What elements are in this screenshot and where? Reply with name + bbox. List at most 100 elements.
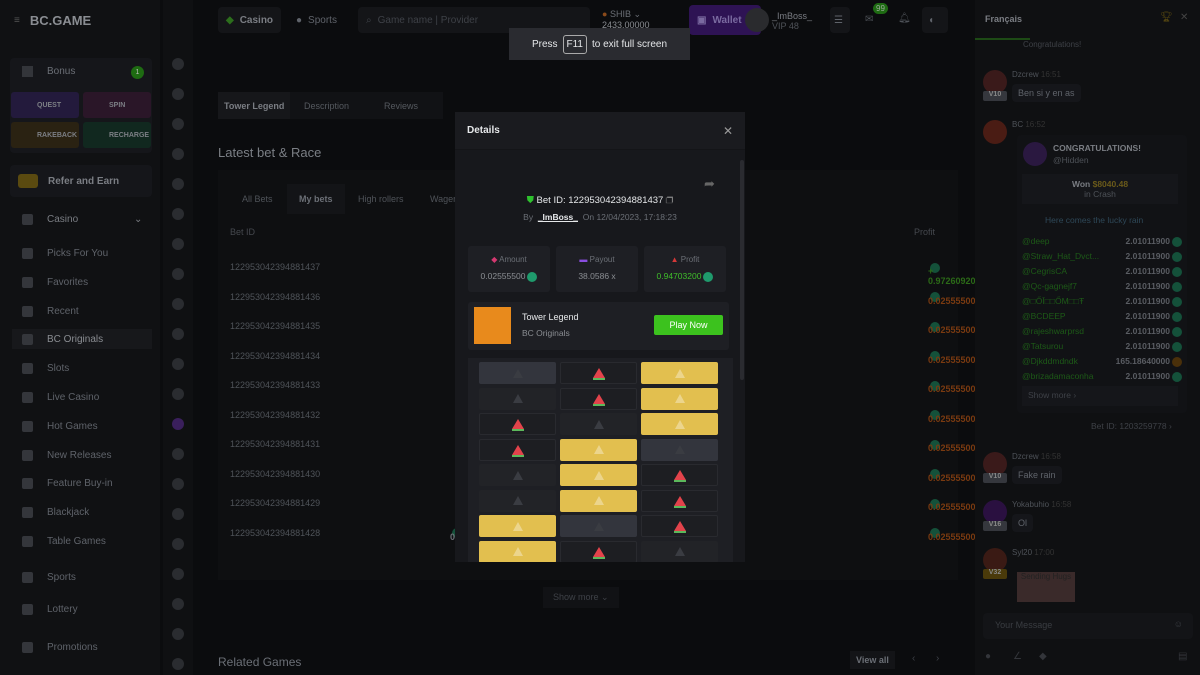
sidebar-item-lottery[interactable]: Lottery (22, 604, 78, 615)
avatar[interactable] (983, 500, 1007, 524)
winner-name[interactable]: @Straw_Hat_Dvct... (1022, 251, 1100, 261)
rail-icon[interactable] (172, 178, 184, 190)
table-row[interactable]: 122953042394881430 0.02555500 (230, 465, 976, 485)
sender[interactable]: Yokabuhio 16:58 (1012, 500, 1072, 509)
winner-name[interactable]: @brizadamaconha (1022, 371, 1094, 381)
winner-name[interactable]: @BCDEEP (1022, 311, 1066, 321)
table-row[interactable]: 122953042394881433 0.02555500 (230, 376, 976, 396)
menu-button[interactable]: ☰ (830, 7, 850, 33)
rail-icon[interactable] (172, 598, 184, 610)
casino-tab[interactable]: ◆ Casino (218, 7, 282, 33)
show-more-button[interactable]: Show more › (1022, 386, 1178, 406)
bell-icon[interactable]: 🔔︎ (898, 13, 911, 24)
gif-icon[interactable]: ▤ (1178, 651, 1188, 662)
command-icon[interactable]: ∠ (1013, 651, 1022, 662)
rail-icon[interactable] (172, 88, 184, 100)
logo[interactable]: BC.GAME (29, 12, 92, 28)
rail-icon[interactable] (172, 628, 184, 640)
tab-my-bets[interactable]: My bets (287, 184, 345, 214)
table-row[interactable]: 122953042394881434 0.02555500 (230, 347, 976, 367)
tab-wager[interactable]: Wager (430, 194, 457, 204)
show-more-button[interactable]: Show more ⌄ (543, 587, 619, 608)
tab-all-bets[interactable]: All Bets (242, 194, 273, 204)
rail-icon[interactable] (172, 268, 184, 280)
sidebar-item-table-games[interactable]: Table Games (22, 536, 106, 547)
rail-icon[interactable] (172, 118, 184, 130)
sidebar-item-new-releases[interactable]: New Releases (22, 450, 111, 461)
message-input[interactable]: Your Message ☺ (983, 613, 1193, 639)
tab-reviews[interactable]: Reviews (384, 100, 419, 111)
rail-icon[interactable] (172, 508, 184, 520)
table-row[interactable]: 122953042394881431 0.02555500 (230, 435, 976, 455)
quest-button[interactable]: QUEST (11, 92, 79, 118)
menu-icon[interactable]: ≡ (14, 14, 20, 26)
language-tab[interactable]: Français (985, 14, 1023, 24)
rail-icon[interactable] (172, 238, 184, 250)
sidebar-item-slots[interactable]: Slots (22, 363, 69, 374)
winner-name[interactable]: @CegrisCA (1022, 266, 1067, 276)
rail-icon[interactable] (172, 358, 184, 370)
play-now-button[interactable]: Play Now (654, 315, 723, 335)
tab-description[interactable]: Description (304, 100, 350, 111)
avatar[interactable] (983, 452, 1007, 476)
table-row[interactable]: 122953042394881432 0.02555500 (230, 406, 976, 426)
table-row[interactable]: 122953042394881436 0.02555500 (230, 288, 976, 308)
rail-icon[interactable] (172, 328, 184, 340)
coin-drop-icon[interactable]: ◆ (1039, 651, 1047, 662)
sidebar-item-sports[interactable]: Sports (22, 572, 76, 583)
rail-icon[interactable] (172, 298, 184, 310)
sports-tab[interactable]: ● Sports (288, 7, 345, 33)
tab-tower-legend[interactable]: Tower Legend (218, 92, 291, 119)
rail-icon[interactable] (172, 208, 184, 220)
bonus-button[interactable]: Bonus (22, 66, 75, 77)
next-icon[interactable]: › (936, 653, 940, 664)
tab-high-rollers[interactable]: High rollers (358, 194, 404, 204)
avatar[interactable] (983, 548, 1007, 572)
rain-icon[interactable]: ● (985, 651, 992, 662)
share-icon[interactable]: ➦ (704, 176, 715, 191)
rail-icon[interactable] (172, 658, 184, 670)
spin-button[interactable]: SPIN (83, 92, 151, 118)
rail-icon[interactable] (172, 418, 184, 430)
rail-icon[interactable] (172, 148, 184, 160)
table-row[interactable]: 122953042394881429 0.02555500 (230, 494, 976, 514)
avatar[interactable] (983, 120, 1007, 144)
winner-name[interactable]: @Djkddmdndk (1022, 356, 1078, 366)
user-link[interactable]: _ImBoss_ (537, 212, 578, 222)
currency-selector[interactable]: ● SHIB ⌄ 2433.00000 (602, 9, 650, 30)
sidebar-item-live-casino[interactable]: Live Casino (22, 392, 99, 403)
sidebar-item-feature-buy-in[interactable]: Feature Buy-in (22, 478, 113, 489)
prev-icon[interactable]: ‹ (912, 653, 916, 664)
close-icon[interactable]: ✕ (1180, 12, 1189, 23)
sidebar-item-hot-games[interactable]: Hot Games (22, 421, 98, 432)
chat-toggle-button[interactable]: ◖ (922, 7, 948, 33)
mail-button[interactable]: ✉ (865, 14, 873, 25)
close-icon[interactable]: ✕ (722, 123, 733, 138)
sidebar-item-favorites[interactable]: Favorites (22, 277, 88, 288)
scrollbar[interactable] (740, 160, 744, 380)
sidebar-item-blackjack[interactable]: Blackjack (22, 507, 89, 518)
refer-and-earn[interactable]: Refer and Earn (10, 165, 152, 197)
table-row[interactable]: 122953042394881435 0.02555500 (230, 317, 976, 337)
sidebar-item-bc-originals[interactable]: BC Originals (12, 329, 152, 349)
sender[interactable]: Dzcrew 16:51 (1012, 70, 1061, 79)
sidebar-item-promotions[interactable]: Promotions (22, 642, 98, 653)
user-info[interactable]: _ImBoss_ VIP 48 (772, 11, 812, 31)
casino-section[interactable]: Casino ⌄ (22, 214, 142, 225)
rakeback-button[interactable]: RAKEBACK (11, 122, 79, 148)
sidebar-item-recent[interactable]: Recent (22, 306, 79, 317)
table-row[interactable]: 122953042394881437 + 0.97260920 (230, 258, 976, 286)
rail-icon[interactable] (172, 448, 184, 460)
rail-icon[interactable] (172, 538, 184, 550)
rail-icon[interactable] (172, 568, 184, 580)
avatar[interactable] (983, 70, 1007, 94)
game-thumbnail[interactable] (474, 307, 511, 344)
sidebar-item-picks[interactable]: Picks For You (22, 248, 108, 259)
avatar[interactable] (745, 8, 769, 32)
recharge-button[interactable]: RECHARGE (83, 122, 151, 148)
copy-icon[interactable]: ❐ (665, 195, 674, 206)
winner-name[interactable]: @deep (1022, 236, 1050, 246)
trophy-icon[interactable]: 🏆︎ (1160, 12, 1173, 23)
winner-name[interactable]: @Qc-gagnejf7 (1022, 281, 1077, 291)
winner-name[interactable]: @Tatsurou (1022, 341, 1064, 351)
